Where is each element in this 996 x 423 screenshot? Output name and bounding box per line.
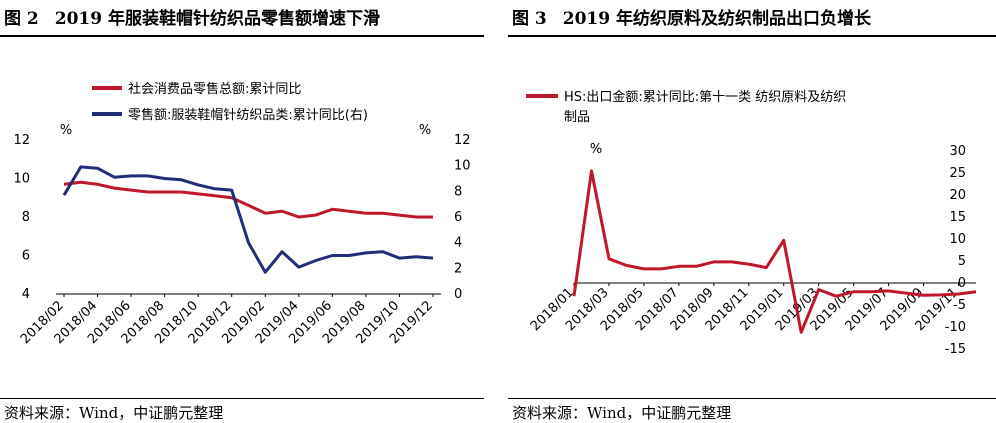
y-tick-label: 30 <box>949 144 966 159</box>
y-tick-label: 10 <box>949 232 966 247</box>
y-left-tick-label: 4 <box>22 287 30 302</box>
y-tick-label: 0 <box>958 276 966 291</box>
textile-export-line <box>572 169 977 334</box>
y-left-tick-label: 6 <box>22 249 30 264</box>
legend-label-continued: 制品 <box>564 110 590 125</box>
y-tick-label: -10 <box>945 320 966 335</box>
y-right-tick-label: 6 <box>454 210 462 225</box>
y-left-unit: % <box>60 123 72 138</box>
y-left-tick-label: 10 <box>13 172 30 187</box>
y-tick-label: 20 <box>949 188 966 203</box>
y-tick-label: 5 <box>958 254 966 269</box>
retail-total-line <box>63 180 433 219</box>
y-unit: % <box>590 142 602 157</box>
y-right-tick-label: 4 <box>454 236 462 251</box>
y-right-tick-label: 8 <box>454 184 462 199</box>
textile-export-chart: %-15-10-50510152025302018/012018/032018/… <box>526 89 977 357</box>
title-rule <box>508 35 996 37</box>
figure-title: 图 2 2019 年服装鞋帽针纺织品零售额增速下滑 <box>4 4 380 29</box>
title-rule <box>0 35 484 37</box>
figure-title-text: 2019 年纺织原料及纺织制品出口负增长 <box>562 9 871 29</box>
apparel-retail-line <box>62 165 434 274</box>
source-note: 资料来源：Wind，中证鹏元整理 <box>4 404 224 422</box>
retail-growth-chart: % %46810120246810122018/022018/042018/062… <box>13 81 471 347</box>
left-figure: 图 2 2019 年服装鞋帽针纺织品零售额增速下滑 %% 4 6 8 10 12 0 2 4 6 8 1… <box>0 0 484 423</box>
y-left-tick-label: 8 <box>22 210 30 225</box>
y-tick-label: -15 <box>945 342 966 357</box>
y-right-tick-label: 0 <box>454 287 462 302</box>
figure-number: 图 2 <box>4 9 39 29</box>
y-tick-label: 25 <box>949 166 966 181</box>
legend-label: 零售额:服装鞋帽针纺织品类:累计同比(右) <box>128 107 368 123</box>
y-right-tick-label: 2 <box>454 261 462 276</box>
y-tick-label: -5 <box>953 298 966 313</box>
figure-title-text: 2019 年服装鞋帽针纺织品零售额增速下滑 <box>54 9 380 29</box>
y-right-unit: % <box>419 123 431 138</box>
source-rule <box>508 398 996 399</box>
figure-title: 图 3 2019 年纺织原料及纺织制品出口负增长 <box>512 4 871 29</box>
y-right-tick-label: 10 <box>454 159 471 174</box>
y-left-tick-label: 12 <box>13 133 30 148</box>
source-note: 资料来源：Wind，中证鹏元整理 <box>512 404 732 422</box>
y-right-tick-label: 12 <box>454 133 471 148</box>
legend-label: HS:出口金额:累计同比:第十一类 纺织原料及纺织 <box>564 89 846 105</box>
right-figure: 图 3 2019 年纺织原料及纺织制品出口负增长 % -15 -10 -5 0 5 10 15 2… <box>508 0 996 423</box>
y-tick-label: 15 <box>949 210 966 225</box>
figure-number: 图 3 <box>512 9 547 29</box>
legend-label: 社会消费品零售总额:累计同比 <box>128 81 301 97</box>
source-rule <box>0 398 484 399</box>
